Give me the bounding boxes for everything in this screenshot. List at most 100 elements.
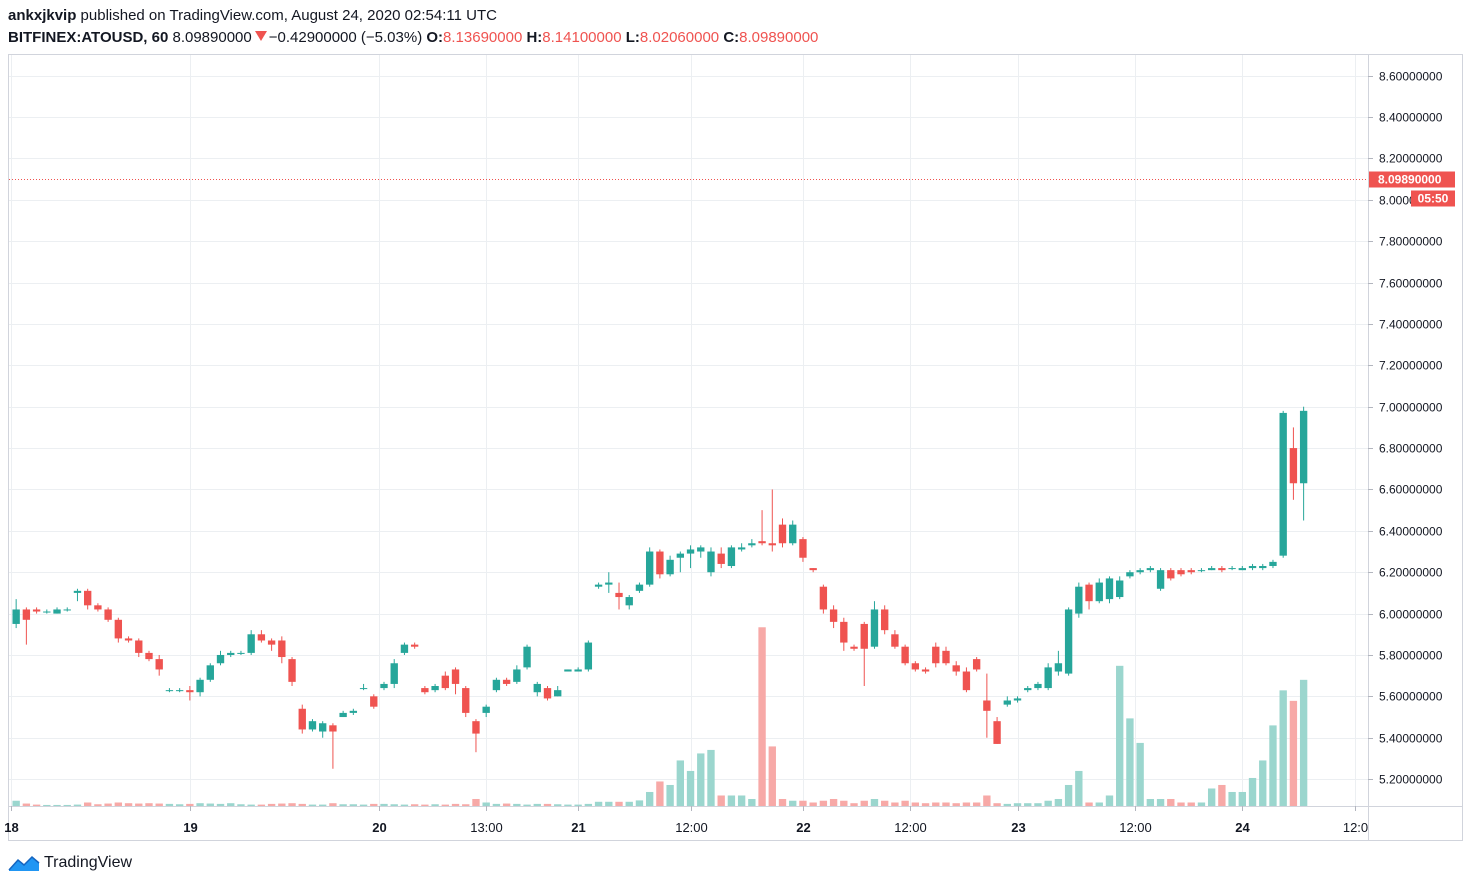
volume-bar: [983, 795, 991, 806]
time-axis: 18 19 20 13:00 21 12:00 22 12:00 23 12:00 24 12:0: [4, 806, 1368, 835]
candle-body: [645, 551, 654, 585]
candle-body: [421, 688, 429, 693]
candle-body: [635, 584, 644, 591]
price-tick-label: 5.80000000: [1379, 649, 1443, 663]
volume-bar: [574, 804, 582, 806]
volume-bar: [421, 804, 429, 806]
candle-body: [84, 590, 92, 606]
candle-body: [451, 669, 460, 684]
volume-bar: [257, 804, 266, 806]
volume-bar: [1095, 802, 1103, 806]
candle-body: [513, 669, 521, 682]
time-tick-label: 18: [4, 820, 18, 835]
volume-bar: [380, 803, 388, 806]
volume-bar: [135, 803, 143, 806]
candle-body: [594, 584, 603, 587]
candle-body: [288, 659, 296, 682]
candle-body: [707, 551, 715, 573]
candle-body: [962, 671, 971, 691]
volume-bar: [1136, 742, 1144, 806]
candle-body: [1187, 570, 1195, 573]
volume-bar: [53, 804, 61, 806]
last-price-tag-value: 8.09890000: [1378, 173, 1442, 187]
candle-body: [870, 609, 879, 647]
candle-body: [911, 663, 920, 670]
volume-bar: [778, 798, 787, 806]
candle-body: [1034, 683, 1042, 689]
candle-body: [1024, 688, 1032, 691]
volume-bar: [175, 804, 184, 806]
volume-bar: [114, 802, 123, 806]
volume-bar: [881, 800, 889, 806]
candle-body: [145, 652, 153, 660]
volume-bar: [278, 803, 286, 806]
candle-body: [768, 543, 776, 546]
volume-bar: [1299, 679, 1308, 806]
volume-bar: [1279, 690, 1287, 806]
volume-bar: [993, 803, 1001, 806]
time-tick-label: 19: [183, 820, 197, 835]
candle-body: [1064, 609, 1073, 674]
volume-bar: [962, 802, 971, 806]
candle-body: [1054, 663, 1063, 672]
candle-body: [809, 568, 817, 571]
volume-bar: [267, 803, 276, 806]
candle-body: [1085, 584, 1093, 602]
candle-body: [1218, 568, 1226, 571]
volume-bar: [819, 800, 828, 806]
candle-body: [533, 683, 541, 693]
candle-body: [175, 690, 184, 692]
volume-bar: [1146, 798, 1155, 806]
price-change: −0.42900000 (−5.03%): [268, 29, 423, 46]
volume-bar: [390, 804, 398, 806]
published-text: published on TradingView.com, August 24,…: [80, 7, 497, 24]
price-tick-label: 7.80000000: [1379, 235, 1443, 249]
volume-bar: [1197, 802, 1206, 806]
candle-body: [625, 597, 633, 606]
volume-bar: [860, 800, 868, 806]
candles: [12, 406, 1308, 769]
candle-body: [860, 623, 868, 649]
price-tick-label: 5.20000000: [1379, 773, 1443, 787]
volume-bar: [1075, 770, 1083, 806]
price-tick-label: 8.40000000: [1379, 111, 1443, 125]
candle-body: [431, 686, 439, 691]
volume-bar: [1085, 802, 1093, 806]
volume-bar: [155, 803, 163, 806]
symbol-info: BITFINEX:ATOUSD, 60 8.09890000 −0.4290000…: [8, 29, 818, 46]
volume-bar: [635, 800, 644, 806]
open-label: O:: [426, 29, 444, 46]
volume-bar: [932, 802, 940, 806]
volume-bar: [441, 804, 449, 806]
candle-body: [482, 706, 490, 713]
author-name: ankxjkvip: [8, 7, 77, 24]
candle-body: [799, 539, 807, 558]
candle-body: [748, 543, 756, 546]
volume-bar: [482, 802, 490, 806]
candle-body: [829, 609, 838, 622]
candle-body: [1197, 570, 1206, 572]
candle-body: [819, 586, 828, 610]
candle-body: [1075, 586, 1083, 614]
candle-body: [1156, 570, 1165, 589]
tradingview-logo-icon: [8, 855, 40, 871]
volume-bar: [942, 802, 950, 806]
candle-body: [216, 654, 225, 664]
high-value: 8.14100000: [542, 29, 622, 46]
volume-bar: [615, 801, 623, 806]
candle-body: [370, 696, 378, 707]
volume-bar: [288, 803, 296, 806]
candle-body: [778, 524, 787, 544]
volume-bar: [645, 791, 654, 806]
volume-bar: [666, 784, 674, 806]
candle-body: [1167, 570, 1175, 579]
candle-body: [257, 634, 266, 641]
candle-body: [1177, 570, 1185, 575]
volume-bar: [676, 760, 685, 806]
price-tick-label: 8.20000000: [1379, 152, 1443, 166]
volume-bar: [829, 798, 838, 806]
tradingview-brand[interactable]: TradingView: [8, 853, 132, 873]
volume-bar: [789, 800, 797, 806]
volume-bar: [1177, 802, 1185, 806]
